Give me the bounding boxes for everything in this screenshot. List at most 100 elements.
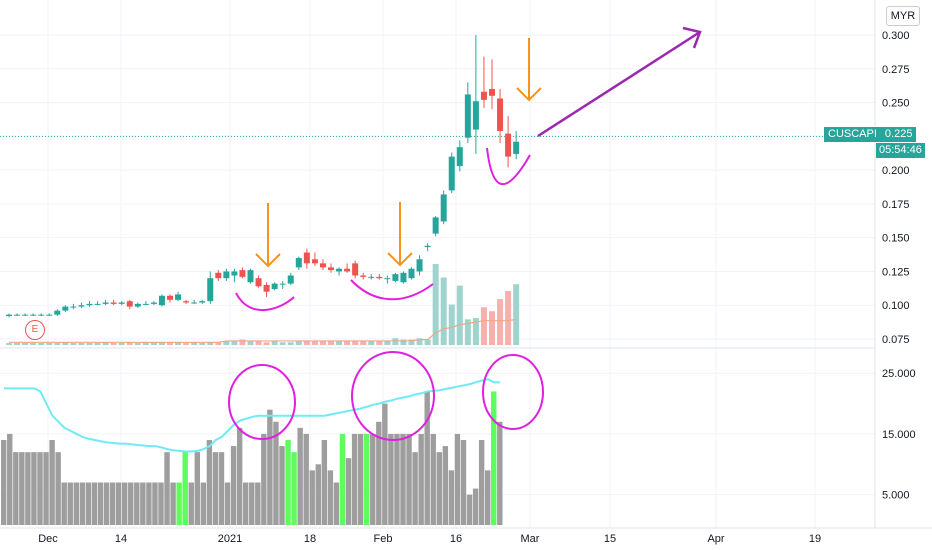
indicator-bar [454, 433, 461, 525]
indicator-bar [218, 452, 225, 525]
volume-bar [22, 343, 29, 345]
indicator-bar [103, 482, 110, 525]
volume-bar [30, 343, 37, 345]
indicator-bar [309, 470, 315, 525]
indicator-bar [491, 391, 497, 525]
candle-body [295, 257, 302, 268]
indicator-bar [31, 452, 37, 525]
volume-bar [86, 343, 93, 345]
y-tick-label: 0.200 [882, 165, 910, 177]
indicator-bar [67, 482, 73, 525]
candle-body [199, 301, 206, 303]
indicator-bar [176, 482, 182, 525]
indicator-bar [49, 440, 55, 525]
candle-body [319, 263, 326, 268]
volume-bar [497, 299, 504, 345]
indicator-bar [1, 440, 7, 525]
candle-body [207, 278, 214, 302]
volume-bar [489, 311, 495, 345]
candle-body [344, 268, 351, 272]
indicator-bar [146, 482, 152, 525]
candle-body [480, 91, 487, 100]
indicator-bar [19, 452, 25, 525]
indicator-bar [412, 452, 418, 525]
indicator-bar [236, 427, 243, 525]
candle-body [86, 303, 93, 306]
indicator-bar [291, 452, 297, 525]
candle-body [191, 302, 198, 304]
candle-body [126, 301, 133, 307]
volume-bar [183, 343, 190, 345]
candle-body [376, 276, 383, 279]
indicator-bar [370, 433, 376, 525]
volume-bar [360, 340, 367, 345]
indicator-bar [128, 482, 134, 525]
x-tick-label: Feb [374, 533, 393, 545]
volume-bar [279, 342, 286, 345]
candle-body [472, 101, 479, 130]
highlight-circle [482, 354, 544, 430]
indicator-bar [424, 391, 430, 525]
earnings-marker[interactable]: E [25, 320, 45, 340]
x-tick-label: Apr [707, 533, 724, 545]
volume-bar [408, 339, 415, 345]
indicator-bar [97, 482, 104, 525]
candle-body [440, 194, 447, 222]
volume-bar [70, 343, 77, 345]
volume-bar [54, 343, 61, 345]
volume-bar [110, 343, 117, 345]
indicator-bar [351, 433, 358, 525]
candle-body [368, 276, 375, 278]
indicator-bar [436, 452, 442, 525]
currency-label[interactable]: MYR [886, 6, 920, 26]
x-tick-label: 16 [450, 533, 462, 545]
countdown-label: 05:54:46 [876, 143, 925, 158]
volume-bar [295, 340, 302, 345]
x-tick-label: Dec [38, 533, 58, 545]
volume-bar [344, 340, 351, 345]
indicator-bar [321, 440, 328, 525]
candle-body [392, 274, 399, 281]
volume-bar [464, 319, 471, 345]
grid [0, 0, 875, 528]
volume-bar [62, 342, 69, 345]
candle-body [271, 283, 278, 290]
volume-bar [271, 340, 278, 345]
volume-bar [440, 277, 447, 345]
y-tick-label: 0.250 [882, 98, 910, 110]
candle-body [489, 89, 495, 96]
candle-body [14, 314, 21, 316]
y-tick-label: 0.275 [882, 64, 910, 76]
volume-bar [118, 343, 125, 345]
indicator-bar [345, 458, 352, 525]
volume-bar [231, 340, 238, 345]
candle-body [239, 270, 246, 277]
indicator-bar [134, 482, 140, 525]
candle-body [183, 301, 190, 303]
candle-body [279, 283, 286, 285]
candle-body [456, 147, 463, 167]
indicator-bar [285, 440, 291, 525]
volume-bar [376, 340, 383, 345]
candle-body [94, 303, 101, 305]
indicator-bar [315, 464, 321, 525]
indicator-bar [243, 482, 249, 525]
y-tick-label: 0.175 [882, 199, 910, 211]
candle-body [102, 302, 109, 304]
indicator-line [4, 378, 501, 453]
candle-body [142, 303, 149, 305]
volume-bar [199, 343, 206, 345]
indicator-bar [339, 433, 346, 525]
x-tick-label: 18 [304, 533, 316, 545]
x-tick-label: Mar [521, 533, 540, 545]
y-tick-label: 15.000 [882, 429, 916, 441]
indicator-bar [394, 433, 400, 525]
volume-bar [336, 340, 343, 345]
volume-bar [513, 284, 520, 345]
candle-body [384, 278, 391, 280]
indicator-bar [43, 452, 49, 525]
indicator-bar [55, 452, 61, 525]
candle-body [263, 284, 270, 292]
volume-bar [191, 342, 198, 345]
highlight-circle [228, 364, 296, 440]
